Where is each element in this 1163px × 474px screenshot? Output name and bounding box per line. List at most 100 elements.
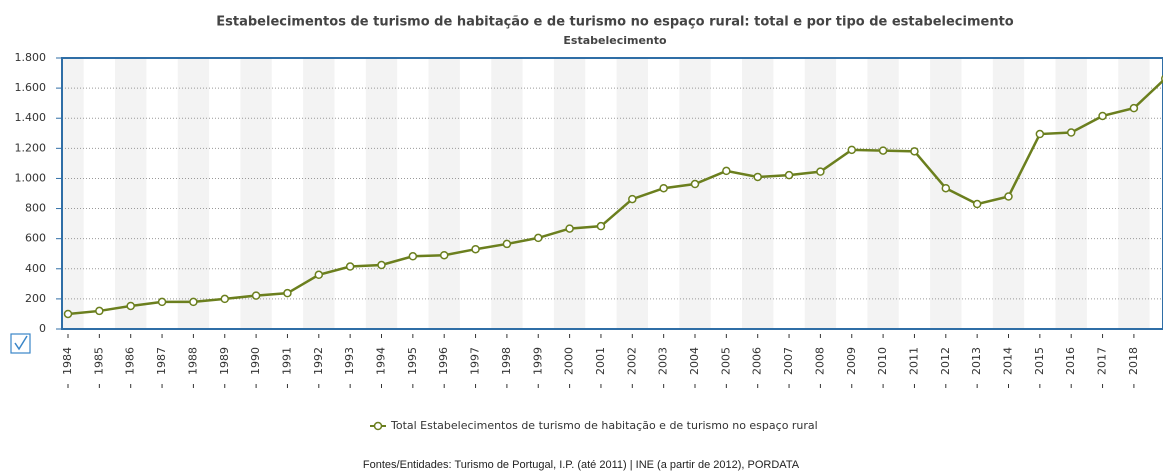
point [283, 288, 292, 298]
x-tick-label: 2001 [594, 347, 607, 375]
series-line [67, 79, 1163, 316]
chart-subtitle: Estabelecimento [563, 34, 667, 47]
y-tick-label: 1.200 [15, 141, 47, 154]
band-stripe [365, 58, 398, 329]
point [1004, 192, 1013, 201]
point [534, 233, 543, 243]
band-stripe [303, 58, 335, 329]
x-tick-label: 2009 [845, 347, 858, 375]
x-tick-label: 1996 [437, 347, 450, 375]
point [251, 291, 261, 300]
band-stripe [1118, 58, 1150, 329]
point [126, 301, 135, 311]
point [1066, 128, 1076, 137]
y-tick-label: 1.600 [15, 81, 47, 94]
point [690, 179, 700, 189]
band-stripe [491, 58, 523, 329]
x-tick-label: 1992 [312, 347, 325, 375]
y-tick-label: 1.400 [15, 111, 47, 124]
x-tick-label: 1994 [375, 347, 388, 375]
band-stripe [1055, 58, 1087, 329]
x-tick-label: 2017 [1096, 347, 1109, 375]
point [220, 294, 229, 304]
point [1098, 111, 1107, 121]
point [972, 199, 982, 209]
point [189, 297, 198, 307]
band-stripe [867, 58, 899, 329]
band-stripe [115, 58, 147, 329]
x-tick-label: 1988 [186, 347, 199, 375]
y-tick-label: 800 [25, 202, 46, 215]
band-stripe [742, 58, 774, 329]
x-tick-label: 2000 [563, 347, 576, 375]
chart-title: Estabelecimentos de turismo de habitação… [216, 15, 1014, 30]
x-tick-label: 1985 [92, 347, 105, 375]
point [941, 183, 951, 193]
x-tick-label: 1990 [249, 347, 262, 375]
point [471, 244, 480, 254]
point [1129, 103, 1139, 113]
point [408, 252, 418, 261]
y-tick-label: 400 [25, 262, 46, 275]
band-stripe [428, 58, 460, 329]
point [157, 297, 167, 307]
legend-marker [373, 421, 383, 431]
band-stripe [240, 58, 272, 329]
legend-label: Total Estabelecimentos de turismo de hab… [390, 419, 818, 432]
source: Fontes/Entidades: Turismo de Portugal, I… [363, 459, 800, 471]
x-tick-label: 1998 [500, 347, 513, 375]
point [596, 221, 606, 231]
point [784, 170, 794, 180]
x-tick-label: 1989 [218, 347, 231, 375]
y-tick-label: 0 [39, 322, 46, 335]
point [63, 309, 73, 319]
x-tick-label: 2018 [1127, 347, 1140, 375]
x-tick-label: 2004 [688, 347, 701, 375]
band-stripe [177, 58, 210, 329]
point [502, 239, 512, 249]
x-tick-label: 2016 [1064, 347, 1077, 375]
point [816, 167, 825, 176]
point [722, 166, 731, 176]
band-stripe [553, 58, 586, 329]
x-tick-label: 1999 [531, 347, 544, 375]
x-tick-label: 1997 [469, 347, 482, 375]
x-tick-label: 1993 [343, 347, 356, 375]
x-tick-label: 2006 [751, 347, 764, 375]
y-tick-label: 1.000 [15, 171, 47, 184]
x-tick-label: 2012 [939, 347, 952, 375]
y-tick-label: 1.800 [15, 51, 47, 64]
point [1035, 129, 1045, 139]
point [878, 146, 888, 155]
x-tick-label: 2002 [625, 347, 638, 375]
point [377, 260, 386, 270]
x-tick-label: 2010 [876, 347, 889, 375]
checkmark [14, 335, 28, 351]
band-stripe [679, 58, 711, 329]
point [439, 250, 449, 260]
x-tick-label: 1995 [406, 347, 419, 375]
x-tick-label: 2003 [657, 347, 670, 375]
band-stripe [804, 58, 837, 329]
point [659, 183, 668, 193]
y-tick-label: 200 [25, 292, 46, 305]
point [847, 145, 856, 155]
point [565, 224, 574, 233]
point [628, 194, 637, 204]
x-tick-label: 2015 [1033, 347, 1046, 375]
band-stripe [62, 58, 84, 329]
point [314, 270, 324, 280]
point [753, 172, 762, 182]
x-tick-label: 2007 [782, 347, 795, 375]
point [95, 306, 104, 316]
x-tick-label: 2011 [907, 347, 920, 375]
x-tick-label: 1984 [61, 347, 74, 375]
plot-frame [61, 57, 1163, 330]
x-tick-label: 1991 [280, 347, 293, 375]
x-tick-label: 1987 [155, 347, 168, 375]
x-tick-label: 1986 [124, 347, 137, 375]
point [345, 262, 355, 271]
x-tick-label: 2005 [719, 347, 732, 375]
band-stripe [616, 58, 648, 329]
